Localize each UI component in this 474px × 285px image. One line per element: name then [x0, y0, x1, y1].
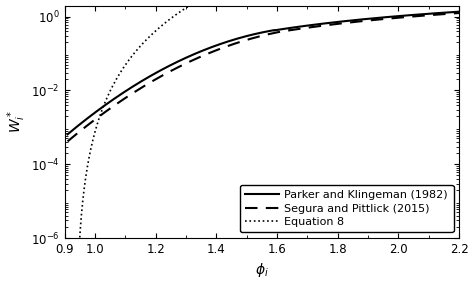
Line: Equation 8: Equation 8: [68, 0, 459, 285]
Y-axis label: $W_i^*$: $W_i^*$: [6, 110, 28, 133]
Equation 8: [109, 85, 115, 88]
Segura and Pittlick (2015): [109, 105, 115, 109]
Parker and Klingeman (1982): [65, 133, 71, 136]
Line: Segura and Pittlick (2015): Segura and Pittlick (2015): [68, 13, 459, 141]
Parker and Klingeman (1982): [215, 43, 220, 47]
Legend: Parker and Klingeman (1982), Segura and Pittlick (2015), Equation 8: Parker and Klingeman (1982), Segura and …: [240, 185, 454, 233]
Segura and Pittlick (2015): [65, 140, 71, 143]
Segura and Pittlick (2015): [215, 48, 220, 51]
Equation 8: [133, 50, 138, 53]
Parker and Klingeman (1982): [232, 38, 237, 41]
Parker and Klingeman (1982): [406, 13, 412, 17]
Segura and Pittlick (2015): [406, 15, 412, 19]
Segura and Pittlick (2015): [232, 42, 237, 45]
X-axis label: $\phi_i$: $\phi_i$: [255, 261, 269, 280]
Parker and Klingeman (1982): [448, 11, 454, 14]
Parker and Klingeman (1982): [109, 98, 115, 102]
Segura and Pittlick (2015): [456, 11, 462, 15]
Segura and Pittlick (2015): [448, 12, 454, 15]
Parker and Klingeman (1982): [133, 83, 138, 87]
Line: Parker and Klingeman (1982): Parker and Klingeman (1982): [68, 12, 459, 134]
Parker and Klingeman (1982): [456, 10, 462, 13]
Segura and Pittlick (2015): [133, 90, 138, 93]
